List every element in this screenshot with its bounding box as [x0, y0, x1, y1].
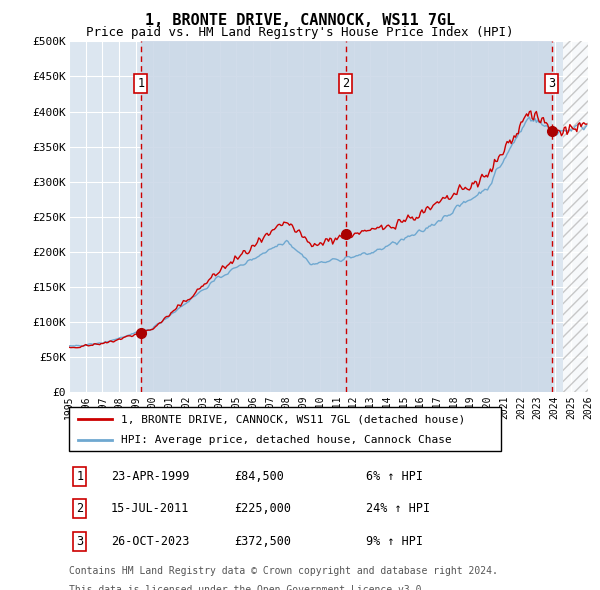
Text: 2: 2: [343, 77, 349, 90]
Text: 3: 3: [76, 535, 83, 548]
Text: Contains HM Land Registry data © Crown copyright and database right 2024.: Contains HM Land Registry data © Crown c…: [69, 566, 498, 576]
Text: 26-OCT-2023: 26-OCT-2023: [111, 535, 190, 548]
Text: 1: 1: [76, 470, 83, 483]
Text: Price paid vs. HM Land Registry's House Price Index (HPI): Price paid vs. HM Land Registry's House …: [86, 26, 514, 39]
Text: 9% ↑ HPI: 9% ↑ HPI: [366, 535, 423, 548]
Text: This data is licensed under the Open Government Licence v3.0.: This data is licensed under the Open Gov…: [69, 585, 427, 590]
Text: HPI: Average price, detached house, Cannock Chase: HPI: Average price, detached house, Cann…: [121, 435, 452, 445]
Text: 1: 1: [137, 77, 145, 90]
Text: £225,000: £225,000: [234, 502, 291, 516]
Text: 1, BRONTE DRIVE, CANNOCK, WS11 7GL (detached house): 1, BRONTE DRIVE, CANNOCK, WS11 7GL (deta…: [121, 415, 465, 424]
Text: 24% ↑ HPI: 24% ↑ HPI: [366, 502, 430, 516]
Text: £372,500: £372,500: [234, 535, 291, 548]
Text: 6% ↑ HPI: 6% ↑ HPI: [366, 470, 423, 483]
FancyBboxPatch shape: [69, 407, 501, 451]
Bar: [141, 41, 346, 392]
Text: 2: 2: [76, 502, 83, 516]
Text: £84,500: £84,500: [234, 470, 284, 483]
Bar: [346, 41, 551, 392]
Text: 1, BRONTE DRIVE, CANNOCK, WS11 7GL: 1, BRONTE DRIVE, CANNOCK, WS11 7GL: [145, 13, 455, 28]
Text: 3: 3: [548, 77, 555, 90]
Text: 15-JUL-2011: 15-JUL-2011: [111, 502, 190, 516]
Text: 23-APR-1999: 23-APR-1999: [111, 470, 190, 483]
